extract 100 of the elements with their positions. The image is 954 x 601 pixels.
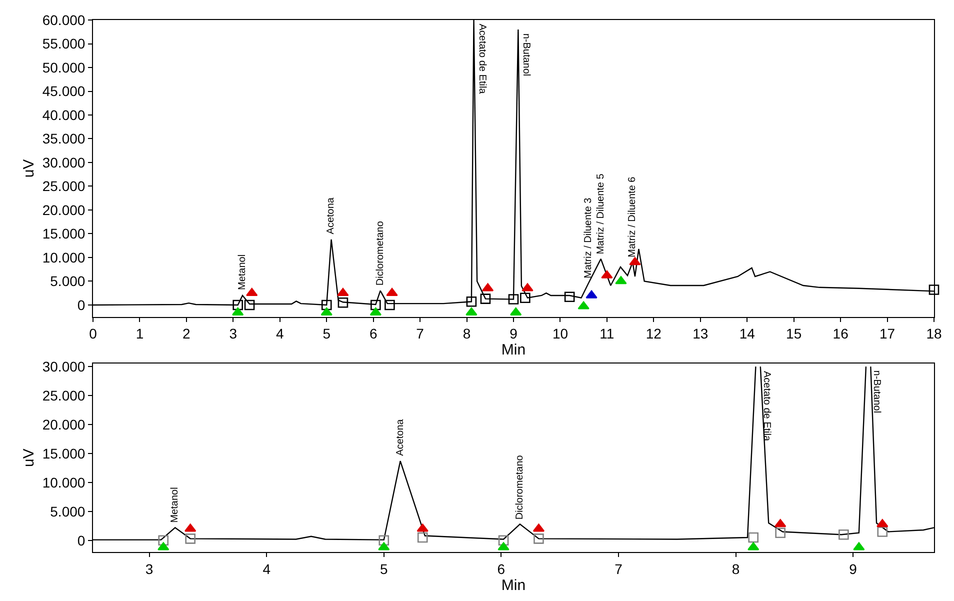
y-tick-label: 20.000 [42,416,86,432]
x-tick-label: 3 [229,326,238,342]
x-tick-label: 13 [692,326,708,342]
x-tick-label: 6 [369,326,378,342]
point [338,297,348,308]
x-tick-label: 16 [832,326,849,342]
y-tick-label: 45.000 [42,83,86,100]
point [466,296,477,307]
point [370,300,381,310]
point [320,307,332,316]
y-tick-label: 10.000 [42,474,86,490]
x-tick-label: 12 [646,326,662,342]
point [775,528,786,538]
point [522,283,534,292]
point [378,535,390,546]
point [480,294,491,304]
annotation: Metanol [237,254,248,290]
point [578,301,590,310]
x-tick-label: 5 [380,560,388,577]
y-tick-label: 0 [77,296,86,313]
y-axis-title: uV [20,159,38,178]
point [534,534,544,544]
point [748,542,760,550]
point [564,292,575,302]
x-tick-label: 9 [849,560,858,577]
point [928,284,940,295]
point [158,542,170,550]
y-tick-label: 5.000 [50,273,86,290]
x-tick-label: 0 [89,326,98,342]
point [586,290,598,298]
x-tick-label: 10 [552,326,568,342]
x-tick-label: 18 [926,326,942,342]
y-tick-label: 5.000 [50,503,86,520]
point [232,300,243,310]
point [498,535,509,546]
point [498,542,510,550]
x-tick-label: 7 [416,326,424,342]
x-tick-label: 5 [322,326,331,342]
y-tick-label: 55.000 [42,36,86,52]
annotation: Matriz / Diluente 6 [626,176,638,258]
point [601,270,613,278]
point [246,288,258,296]
point [416,524,428,532]
x-tick-label: 7 [614,560,623,577]
y-tick-label: 60.000 [42,12,86,28]
y-tick-label: 15.000 [42,226,86,242]
y-tick-label: 25.000 [42,178,86,194]
x-tick-label: 14 [739,326,756,342]
x-tick-label: 15 [786,326,802,342]
x-tick-label: 1 [136,326,144,342]
point [185,534,196,544]
annotation: Diclorometano [514,454,526,520]
point [158,535,169,546]
annotation: Acetato de Etila [761,371,772,442]
point [520,292,530,304]
point [184,524,196,532]
x-tick-label: 2 [182,326,191,342]
point [384,300,395,310]
x-tick-label: 4 [276,326,284,342]
point [417,532,428,543]
y-tick-label: 30.000 [42,154,86,170]
x-tick-label: 3 [145,560,154,577]
x-tick-label: 17 [879,326,896,342]
x-tick-label: 6 [497,560,506,577]
point [838,529,849,540]
x-tick-label: 8 [462,326,471,342]
y-tick-label: 0 [77,532,86,548]
point [386,288,398,296]
y-tick-label: 40.000 [42,106,86,123]
x-tick-label: 8 [732,560,740,577]
annotation: Acetato de Etila [476,24,488,94]
annotation: n-Butanol [870,370,882,414]
point [321,300,332,310]
y-tick-label: 15.000 [42,445,86,462]
annotation: Matriz / Diluente 5 [595,173,606,254]
point [378,542,390,550]
y-tick-label: 10.000 [42,249,86,266]
annotation: Diclorometano [375,220,386,286]
x-axis-title: Min [501,576,526,594]
point [876,519,888,528]
x-axis-title: Min [501,342,526,359]
y-tick-label: 35.000 [42,130,86,147]
point [337,288,349,296]
y-tick-label: 30.000 [42,358,86,374]
point [748,532,759,543]
annotation: Acetona [325,197,336,234]
point [508,294,519,304]
y-tick-label: 50.000 [42,59,86,76]
point [877,526,888,537]
annotation: n-Butanol [520,33,532,76]
point [629,257,641,266]
annotation: Metanol [169,487,180,523]
x-tick-label: 9 [510,326,518,342]
point [244,300,255,310]
point [615,276,627,284]
point [853,542,865,550]
annotation: Acetona [394,418,406,456]
annotation: Matriz / Diluente 3 [583,197,594,278]
y-tick-label: 25.000 [42,387,86,404]
x-tick-label: 4 [262,560,271,577]
